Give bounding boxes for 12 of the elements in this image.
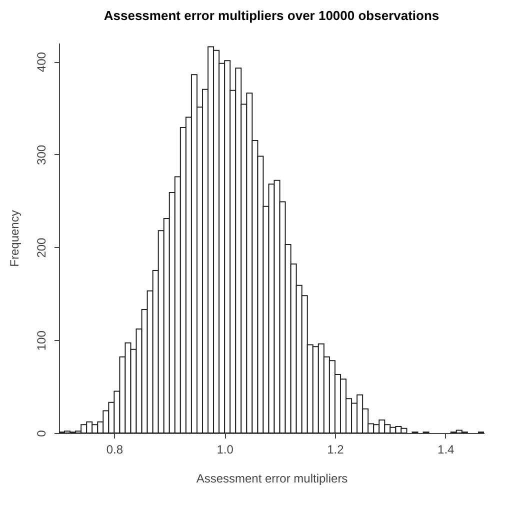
chart-title: Assessment error multipliers over 10000 observations: [104, 8, 440, 23]
x-tick-label: 1.2: [327, 442, 344, 456]
y-axis-title: Frequency: [8, 210, 22, 267]
y-tick-label: 0: [34, 430, 48, 437]
x-tick-label: 0.8: [106, 442, 124, 456]
y-tick-label: 300: [34, 144, 48, 165]
x-tick-label: 1.4: [438, 442, 455, 456]
x-axis-title: Assessment error multipliers: [196, 472, 348, 486]
y-tick-label: 100: [34, 330, 48, 351]
y-tick-label: 400: [34, 52, 48, 72]
y-tick-label: 200: [34, 237, 48, 258]
x-tick-label: 1.0: [216, 442, 234, 456]
